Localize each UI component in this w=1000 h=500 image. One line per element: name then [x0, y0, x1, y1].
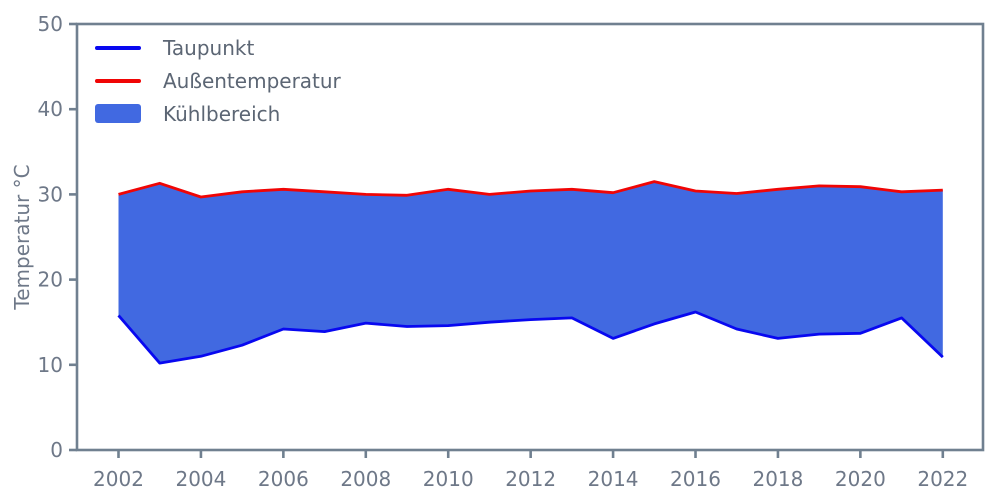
x-tick-label: 2002	[93, 467, 144, 491]
legend-label-taupunkt: Taupunkt	[163, 35, 255, 60]
dew-point-line	[117, 310, 944, 365]
y-tick-label: 40	[38, 97, 63, 121]
y-tick-label: 10	[38, 353, 63, 377]
x-tick-label: 2022	[917, 467, 968, 491]
y-tick-label: 0	[50, 438, 63, 462]
legend-item-aussentemperatur: Außentemperatur	[95, 64, 341, 97]
x-tick-label: 2006	[258, 467, 309, 491]
x-tick-label: 2016	[670, 467, 721, 491]
x-tick-label: 2018	[752, 467, 803, 491]
kuehlbereich-fill-swatch	[95, 104, 141, 123]
x-tick-label: 2008	[340, 467, 391, 491]
legend: Taupunkt Außentemperatur Kühlbereich	[95, 31, 341, 130]
aussentemperatur-line-swatch	[95, 78, 141, 83]
y-axis-label: Temperatur °C	[10, 164, 34, 310]
y-tick-label: 50	[38, 12, 63, 36]
cooling-range-fill	[118, 181, 943, 364]
y-tick-label: 30	[38, 182, 63, 206]
outside-temperature-line	[118, 180, 943, 199]
legend-item-kuehlbereich: Kühlbereich	[95, 97, 341, 130]
legend-item-taupunkt: Taupunkt	[95, 31, 341, 64]
x-tick-label: 2012	[505, 467, 556, 491]
x-tick-label: 2020	[835, 467, 886, 491]
x-tick-label: 2014	[588, 467, 639, 491]
taupunkt-line-swatch	[95, 45, 141, 50]
x-tick-label: 2004	[175, 467, 226, 491]
y-tick-label: 20	[38, 268, 63, 292]
legend-label-aussentemperatur: Außentemperatur	[163, 68, 341, 93]
x-tick-label: 2010	[423, 467, 474, 491]
legend-label-kuehlbereich: Kühlbereich	[163, 101, 281, 126]
